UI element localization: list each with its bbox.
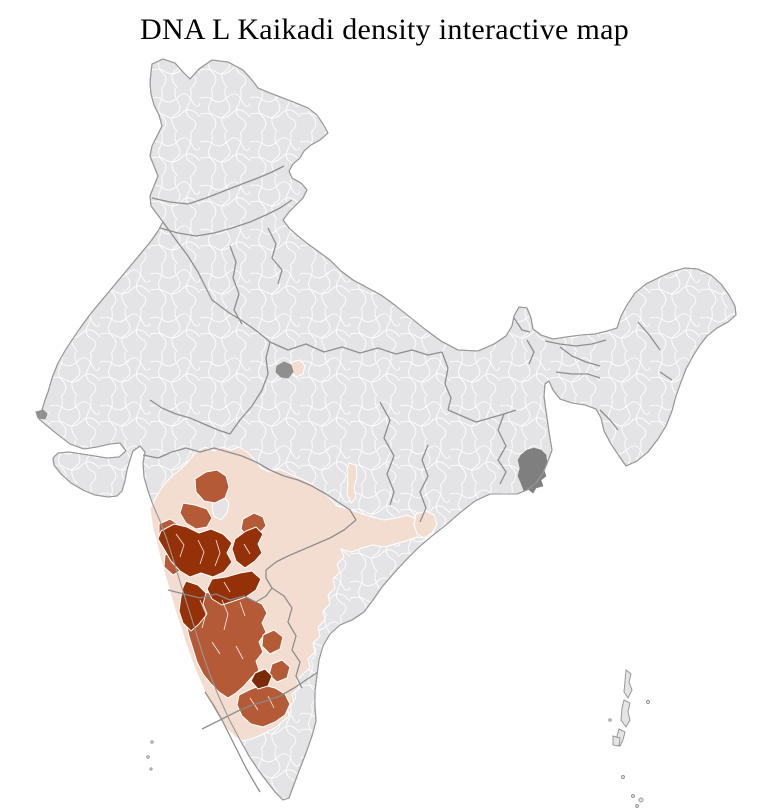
state-borders — [142, 165, 673, 793]
district-sundarbans-delta[interactable] — [517, 447, 548, 494]
district-highest-bengaluru — [250, 668, 273, 690]
district-sublines — [175, 533, 275, 711]
lakshadweep-islands[interactable] — [146, 740, 154, 771]
district-gray-up[interactable] — [275, 361, 294, 379]
district-low-odisha-coast — [413, 510, 438, 539]
district-low-mp-strip — [346, 462, 358, 504]
country-outline — [38, 58, 737, 801]
page-title: DNA L Kaikadi density interactive map — [139, 13, 630, 46]
density-region-high[interactable] — [157, 523, 273, 690]
andaman-nicobar-islands[interactable] — [608, 669, 651, 808]
